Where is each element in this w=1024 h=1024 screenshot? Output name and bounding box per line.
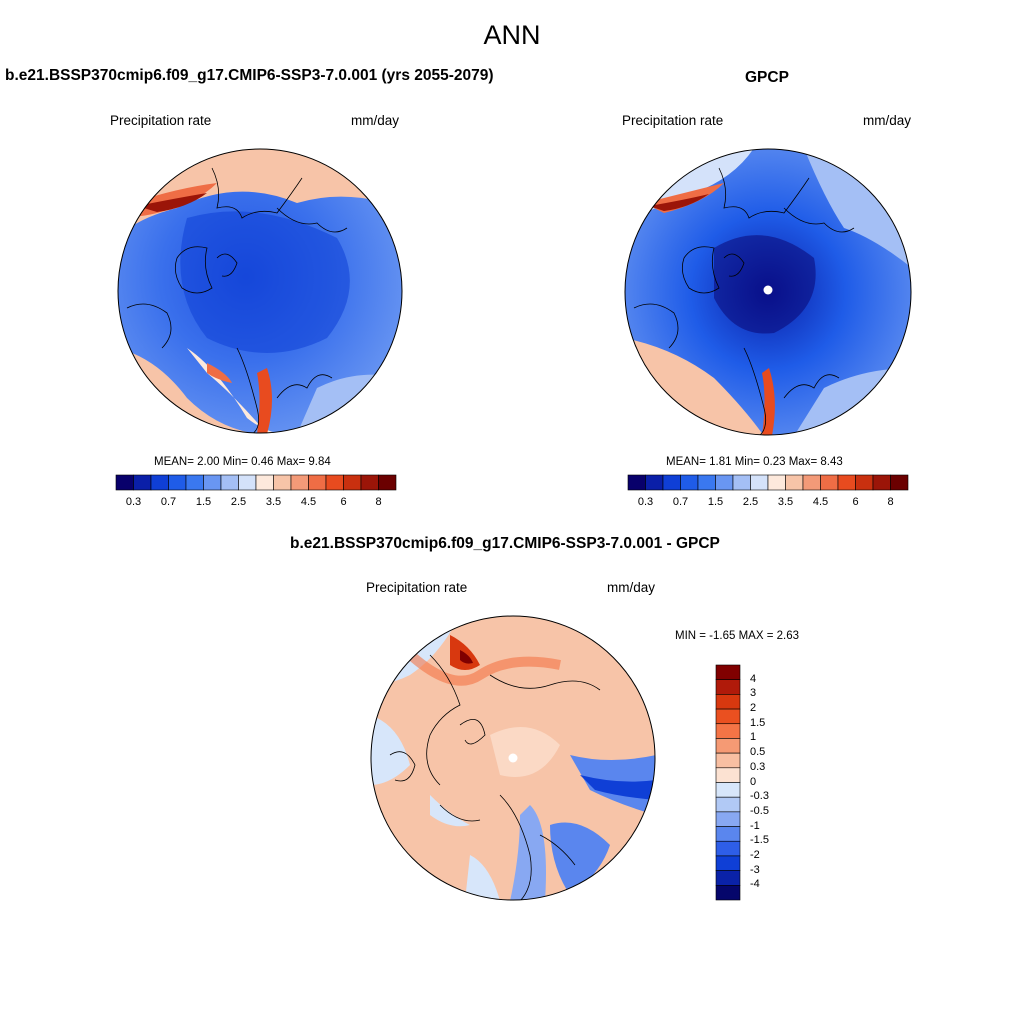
diff-colorbar-swatch <box>715 811 741 827</box>
diff-colorbar-swatch <box>715 708 741 725</box>
obs-colorbar-tick: 3.5 <box>777 496 794 508</box>
diff-colorbar-tick: -0.5 <box>750 804 769 817</box>
model-colorbar-swatch <box>220 474 239 491</box>
diff-colorbar-swatch <box>715 738 741 754</box>
model-units-label: mm/day <box>351 113 400 128</box>
diff-colorbar-swatch <box>715 679 741 695</box>
diff-colorbar-swatch <box>715 664 741 680</box>
obs-colorbar-swatch <box>820 474 839 491</box>
model-colorbar-tick: 2.5 <box>230 496 247 508</box>
obs-colorbar-tick: 4.5 <box>812 496 829 508</box>
obs-colorbar-tick: 8 <box>887 496 894 508</box>
obs-colorbar-tick: 1.5 <box>707 496 724 508</box>
model-colorbar-tick: 4.5 <box>300 496 317 508</box>
diff-colorbar-tick: -1 <box>750 819 760 832</box>
model-colorbar-swatch <box>273 474 292 491</box>
obs-colorbar-tick: 0.3 <box>637 496 654 508</box>
obs-colorbar-swatch <box>627 474 646 491</box>
obs-colorbar-swatch <box>750 474 769 491</box>
model-colorbar-swatch <box>115 474 134 491</box>
diff-colorbar-swatch <box>715 870 741 886</box>
diff-colorbar-swatch <box>715 723 741 739</box>
obs-colorbar-swatch <box>697 474 716 491</box>
model-colorbar-swatch <box>378 474 397 491</box>
model-colorbar-swatch <box>150 474 169 491</box>
obs-panel-title: GPCP <box>745 69 789 86</box>
model-colorbar-swatch <box>255 474 274 491</box>
model-colorbar-tick: 0.3 <box>125 496 142 508</box>
obs-colorbar-swatch <box>767 474 786 491</box>
obs-colorbar-swatch <box>715 474 734 491</box>
diff-colorbar-swatch <box>715 782 741 798</box>
diff-colorbar-tick: 1 <box>750 731 757 744</box>
model-colorbar-swatch <box>133 474 152 491</box>
obs-colorbar-swatch <box>732 474 751 491</box>
diff-colorbar-swatch <box>715 826 741 842</box>
diff-colorbar-tick: 0 <box>750 775 757 788</box>
diff-colorbar-swatch <box>715 840 741 857</box>
model-colorbar-swatch <box>185 474 204 491</box>
diff-colorbar-swatch <box>715 767 741 783</box>
diff-colorbar-tick: -4 <box>750 878 760 891</box>
model-colorbar-tick: 0.7 <box>160 496 177 508</box>
model-colorbar-tick: 6 <box>340 496 347 508</box>
model-colorbar-swatch <box>325 474 344 491</box>
obs-polar-map <box>624 148 912 436</box>
model-polar-map <box>117 148 403 434</box>
diff-colorbar-tick: -2 <box>750 848 760 861</box>
model-colorbar-swatch <box>360 474 379 491</box>
obs-colorbar-swatch <box>785 474 804 491</box>
diff-variable-label: Precipitation rate <box>366 580 468 595</box>
obs-units-label: mm/day <box>863 113 912 128</box>
obs-colorbar-tick: 2.5 <box>742 496 759 508</box>
obs-colorbar-swatch <box>802 474 821 491</box>
diff-colorbar-tick: -1.5 <box>750 834 769 847</box>
diff-colorbar-swatch <box>715 694 741 710</box>
diff-stats: MIN = -1.65 MAX = 2.63 <box>675 630 800 642</box>
model-panel-title: b.e21.BSSP370cmip6.f09_g17.CMIP6-SSP3-7.… <box>5 67 494 84</box>
obs-stats: MEAN= 1.81 Min= 0.23 Max= 8.43 <box>666 456 843 468</box>
obs-colorbar-tick: 6 <box>852 496 859 508</box>
model-colorbar-swatch <box>343 474 362 491</box>
obs-colorbar-swatch <box>662 474 681 491</box>
page-title: ANN <box>483 20 541 50</box>
diff-units-label: mm/day <box>607 580 656 595</box>
model-colorbar-swatch <box>203 474 222 491</box>
model-variable-label: Precipitation rate <box>110 113 212 128</box>
obs-colorbar-swatch <box>890 474 909 491</box>
diff-colorbar-tick: -0.3 <box>750 790 769 803</box>
diff-colorbar-tick: 4 <box>750 672 757 685</box>
model-colorbar-tick: 3.5 <box>265 496 282 508</box>
diff-colorbar-tick: -3 <box>750 863 760 876</box>
obs-colorbar-swatch <box>855 474 874 491</box>
model-colorbar-swatch <box>290 474 309 491</box>
model-colorbar-swatch <box>168 474 187 491</box>
obs-colorbar-tick: 0.7 <box>672 496 689 508</box>
obs-colorbar-swatch <box>872 474 891 491</box>
diff-panel-title: b.e21.BSSP370cmip6.f09_g17.CMIP6-SSP3-7.… <box>290 535 720 552</box>
diff-colorbar-swatch <box>715 885 741 901</box>
obs-variable-label: Precipitation rate <box>622 113 724 128</box>
model-colorbar-swatch <box>238 474 257 491</box>
diff-polar-map <box>370 615 656 901</box>
diff-colorbar-tick: 0.5 <box>750 746 766 759</box>
diff-colorbar-tick: 0.3 <box>750 760 766 773</box>
diff-colorbar-swatch <box>715 855 741 871</box>
diff-colorbar-swatch <box>715 796 741 813</box>
obs-colorbar-swatch <box>645 474 664 491</box>
diff-colorbar-tick: 1.5 <box>750 716 766 729</box>
diff-colorbar-tick: 3 <box>750 687 757 700</box>
model-stats: MEAN= 2.00 Min= 0.46 Max= 9.84 <box>154 456 331 468</box>
diff-colorbar-swatch <box>715 752 741 769</box>
obs-colorbar-swatch <box>837 474 856 491</box>
diff-colorbar-tick: 2 <box>750 702 757 715</box>
diff-colorbar <box>715 664 741 901</box>
obs-colorbar-swatch <box>680 474 699 491</box>
obs-colorbar <box>627 474 909 491</box>
model-colorbar-swatch <box>308 474 327 491</box>
model-colorbar-tick: 8 <box>375 496 382 508</box>
model-colorbar <box>115 474 397 491</box>
model-colorbar-tick: 1.5 <box>195 496 212 508</box>
